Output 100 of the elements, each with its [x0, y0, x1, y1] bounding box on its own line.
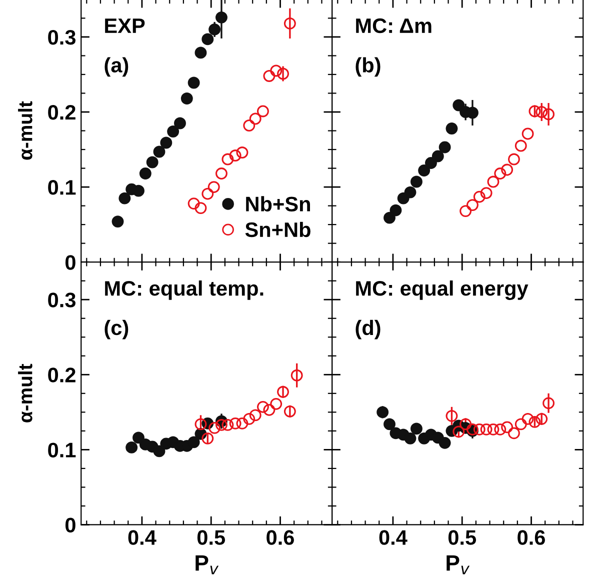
- point: [202, 188, 214, 200]
- point: [229, 417, 242, 430]
- point: [446, 410, 458, 422]
- point: [290, 369, 303, 382]
- point: [270, 398, 282, 410]
- point: [508, 427, 520, 440]
- point: [256, 105, 269, 118]
- point: [277, 386, 289, 398]
- point: [514, 418, 527, 430]
- point: [480, 187, 492, 200]
- point: [384, 212, 396, 224]
- point: [284, 17, 296, 30]
- point: [188, 436, 200, 448]
- x-tick-label: 0.5: [448, 530, 476, 545]
- point: [132, 432, 144, 444]
- point: [432, 150, 444, 162]
- x-tick-label: 0.4: [379, 530, 408, 545]
- point: [208, 181, 220, 194]
- annotation: (b): [356, 57, 380, 77]
- point: [487, 423, 500, 436]
- point: [208, 23, 221, 36]
- point: [536, 106, 548, 118]
- point: [277, 68, 289, 80]
- annotation: (a): [104, 57, 128, 77]
- point: [236, 417, 248, 430]
- point: [153, 445, 166, 458]
- point: [487, 176, 500, 188]
- point: [180, 92, 193, 104]
- point: [249, 112, 262, 125]
- point: [139, 168, 152, 180]
- annotation: (c): [104, 320, 128, 340]
- point: [126, 441, 138, 454]
- x-axis-title: P$_{v}$: [446, 555, 470, 574]
- point: [494, 423, 506, 436]
- point: [410, 176, 422, 188]
- point: [243, 412, 256, 425]
- point: [194, 46, 207, 59]
- point: [243, 120, 256, 132]
- point: [202, 33, 214, 46]
- point: [536, 412, 548, 425]
- point: [522, 128, 534, 140]
- y-axis-title: α-mult: [18, 101, 32, 160]
- x-axis-title: P$_{v}$: [196, 555, 219, 574]
- point: [438, 141, 451, 154]
- point: [132, 184, 144, 197]
- point: [167, 126, 180, 138]
- point: [460, 205, 472, 218]
- y-tick-label: 0: [65, 255, 76, 270]
- point: [118, 192, 131, 204]
- point: [425, 157, 437, 169]
- point: [263, 404, 276, 416]
- point: [229, 150, 242, 162]
- point: [542, 108, 555, 120]
- y-tick-label: 0: [65, 518, 76, 532]
- point: [236, 146, 248, 158]
- point: [202, 432, 214, 444]
- y-tick-label: 0.3: [48, 30, 76, 45]
- point: [501, 421, 514, 434]
- y-tick-label: 0.2: [48, 368, 76, 382]
- point: [410, 422, 422, 435]
- point: [466, 199, 478, 212]
- point: [542, 397, 555, 410]
- point: [480, 423, 492, 436]
- x-tick-label: 0.5: [197, 530, 226, 545]
- point: [188, 198, 200, 210]
- point: [452, 99, 465, 112]
- point: [249, 409, 262, 422]
- point: [418, 164, 430, 176]
- x-tick-label: 0.6: [518, 530, 545, 545]
- point: [446, 122, 458, 134]
- point: [514, 140, 527, 152]
- point: [438, 436, 451, 449]
- y-tick-label: 0.1: [48, 180, 76, 195]
- point: [390, 204, 402, 216]
- point: [528, 416, 541, 428]
- point: [404, 432, 416, 444]
- point: [466, 106, 478, 119]
- point: [222, 153, 234, 166]
- point: [256, 400, 269, 413]
- point: [263, 70, 276, 82]
- point: [452, 426, 465, 438]
- point: [384, 418, 396, 430]
- annotation: (d): [356, 320, 380, 340]
- point: [112, 216, 124, 228]
- legend-label: Nb+Sn: [246, 196, 310, 212]
- point: [216, 418, 228, 431]
- point: [174, 117, 186, 130]
- point: [376, 406, 389, 418]
- y-tick-label: 0.3: [48, 292, 76, 308]
- point: [270, 64, 282, 77]
- y-tick-label: 0.1: [48, 442, 76, 458]
- point: [508, 153, 520, 166]
- point: [501, 164, 514, 176]
- text: MC: equal temp.: [105, 280, 264, 300]
- point: [216, 168, 228, 180]
- point: [494, 168, 506, 180]
- point: [473, 190, 486, 203]
- text: EXP: [105, 18, 145, 33]
- x-tick-label: 0.4: [128, 530, 156, 545]
- point: [460, 418, 472, 430]
